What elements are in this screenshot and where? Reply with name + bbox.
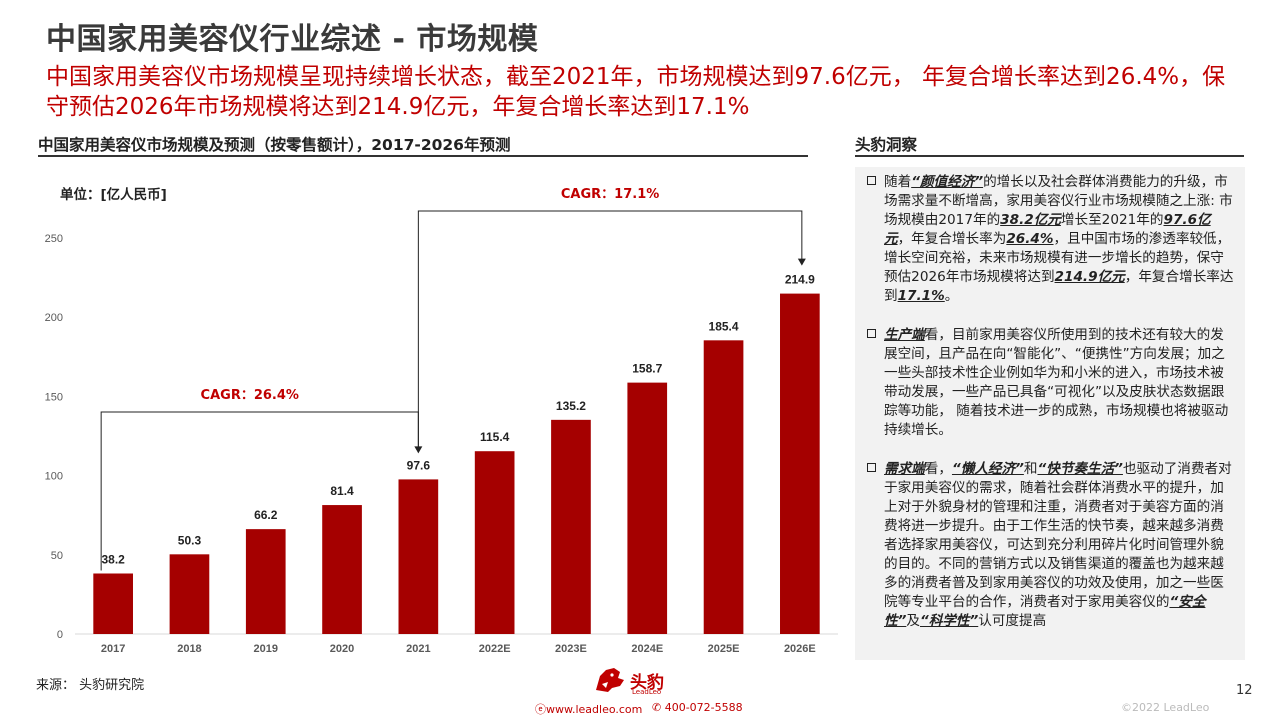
insight-highlight: “科学性” <box>919 613 979 629</box>
x-tick-label: 2020 <box>330 643 354 655</box>
bar-value-label: 135.2 <box>556 399 586 413</box>
bar <box>551 419 591 634</box>
insight-segment: 的增长以及社会群体消费能力的升级，市场需求量不断增高，家用美容仪行业市场规模随之… <box>884 174 1233 228</box>
insight-segment: ，年复合增长率达到 <box>884 269 1234 304</box>
insight-segment: 。 <box>944 288 959 304</box>
bar-value-label: 81.4 <box>330 484 354 498</box>
x-tick-label: 2022E <box>479 643 511 655</box>
cagr-arrow-icon <box>414 446 423 454</box>
checkbox-bullet-icon <box>867 463 876 472</box>
cagr-label: CAGR：17.1% <box>561 187 659 202</box>
y-tick-label: 50 <box>51 550 63 562</box>
insight-segment: 及 <box>906 613 920 629</box>
bar-chart: 0 50 100 150 200 250 38.2 2017 50.3 2018 66.2 2019 8… <box>45 187 838 655</box>
bar <box>322 505 362 634</box>
logo-text: 头豹 <box>630 673 664 693</box>
bar <box>398 479 439 634</box>
x-tick-label: 2026E <box>784 643 816 655</box>
insight-segment: 和 <box>1023 461 1038 477</box>
insights-heading: 头豹洞察 <box>855 133 1244 157</box>
leadleo-logo-icon <box>596 668 624 692</box>
insight-highlight: 97.6亿元 <box>884 212 1211 247</box>
cagr-label: CAGR：26.4% <box>201 388 299 403</box>
insight-text: 需求端看，“懒人经济”和“快节奏生活”也驱动了消费者对于家用美容仪的需求，随着社… <box>884 460 1235 631</box>
bar <box>627 382 668 634</box>
insight-highlight: 38.2亿元 <box>1000 212 1061 228</box>
insight-highlight: 17.1% <box>897 288 945 304</box>
logo-subtext: LeadLeo <box>632 688 662 696</box>
y-tick-label: 200 <box>45 312 63 324</box>
x-tick-label: 2017 <box>101 643 125 655</box>
x-tick-label: 2023E <box>555 643 587 655</box>
footer-phone: ✆ 400-072-5588 <box>652 701 743 714</box>
bar <box>93 573 133 634</box>
cagr-arrow-icon <box>797 258 806 266</box>
insight-highlight: 26.4% <box>1006 231 1054 247</box>
insight-highlight: “懒人经济” <box>951 461 1024 477</box>
page-subtitle: 中国家用美容仪市场规模呈现持续增长状态，截至2021年，市场规模达到97.6亿元… <box>46 64 1226 120</box>
insight-item-supply-side: 生产端看，目前家用美容仪所使用到的技术还有较大的发展空间，且产品在向“智能化”、… <box>867 326 1235 440</box>
insight-segment: ，年复合增长率为 <box>897 231 1007 247</box>
insight-segment: 认可度提高 <box>978 613 1047 629</box>
x-tick-label: 2025E <box>708 643 740 655</box>
x-tick-label: 2021 <box>406 643 430 655</box>
x-tick-label: 2018 <box>177 643 201 655</box>
insight-item-demand-side: 需求端看，“懒人经济”和“快节奏生活”也驱动了消费者对于家用美容仪的需求，随着社… <box>867 460 1235 631</box>
bar-value-label: 185.4 <box>709 319 739 333</box>
web-icon: ⓔ <box>535 703 546 716</box>
insight-segment: 看，目前家用美容仪所使用到的技术还有较大的发展空间，且产品在向“智能化”、“便携… <box>884 327 1229 438</box>
bar <box>780 293 820 634</box>
page-title: 中国家用美容仪行业综述 - 市场规模 <box>46 22 539 57</box>
insight-item-value-economy: 随着“颜值经济”的增长以及社会群体消费能力的升级，市场需求量不断增高，家用美容仪… <box>867 173 1235 306</box>
bar-value-label: 115.4 <box>480 430 510 444</box>
insight-highlight: 214.9亿元 <box>1054 269 1125 285</box>
phone-text: 400-072-5588 <box>664 701 743 714</box>
bar-value-label: 50.3 <box>178 533 202 547</box>
insight-segment: 随着 <box>884 174 912 190</box>
x-tick-label: 2024E <box>631 643 663 655</box>
checkbox-bullet-icon <box>867 329 876 338</box>
insight-text: 随着“颜值经济”的增长以及社会群体消费能力的升级，市场需求量不断增高，家用美容仪… <box>884 173 1235 306</box>
website-text[interactable]: www.leadleo.com <box>546 703 643 716</box>
checkbox-bullet-icon <box>867 176 876 185</box>
bar <box>169 554 210 634</box>
insight-highlight: 生产端 <box>884 327 925 343</box>
insight-text: 生产端看，目前家用美容仪所使用到的技术还有较大的发展空间，且产品在向“智能化”、… <box>884 326 1235 440</box>
phone-icon: ✆ <box>652 701 662 714</box>
chart-title: 中国家用美容仪市场规模及预测（按零售额计），2017-2026年预测 <box>38 133 808 157</box>
insight-highlight: “快节奏生活” <box>1037 461 1123 477</box>
bar-value-label: 158.7 <box>632 362 662 376</box>
y-tick-label: 250 <box>45 233 63 245</box>
copyright: ©2022 LeadLeo <box>1121 701 1210 714</box>
chart-unit-label: 单位：[亿人民币] <box>60 187 167 203</box>
insight-highlight: “安全性” <box>884 594 1206 629</box>
insight-segment: 也驱动了消费者对于家用美容仪的需求，随着社会群体消费水平的提升，加上对于外貌身材… <box>884 461 1232 610</box>
bar <box>245 529 286 634</box>
bar-value-label: 97.6 <box>407 458 431 472</box>
cagr-connector-line <box>417 210 803 448</box>
bar-value-label: 38.2 <box>101 552 125 566</box>
bar-value-label: 66.2 <box>254 508 278 522</box>
insights-panel <box>855 167 1245 660</box>
x-tick-label: 2019 <box>254 643 278 655</box>
bar <box>703 340 744 634</box>
insight-segment: 增长至2021年的 <box>1060 212 1164 228</box>
bar-value-label: 214.9 <box>785 273 815 287</box>
insight-highlight: 需求端 <box>884 461 925 477</box>
insight-segment: 看， <box>924 461 952 477</box>
source-note: 来源： 头豹研究院 <box>36 678 145 693</box>
page-number: 12 <box>1236 683 1253 698</box>
insight-segment: ，且中国市场的渗透率较低，增长空间充裕，未来市场规模有进一步增长的趋势，保守预估… <box>884 231 1231 285</box>
bar <box>474 451 515 634</box>
insight-highlight: “颜值经济” <box>911 174 984 190</box>
y-tick-label: 100 <box>45 471 63 483</box>
y-tick-label: 150 <box>45 391 63 403</box>
footer-website-link[interactable]: ⓔwww.leadleo.com <box>535 701 642 717</box>
y-tick-label: 0 <box>57 629 63 641</box>
